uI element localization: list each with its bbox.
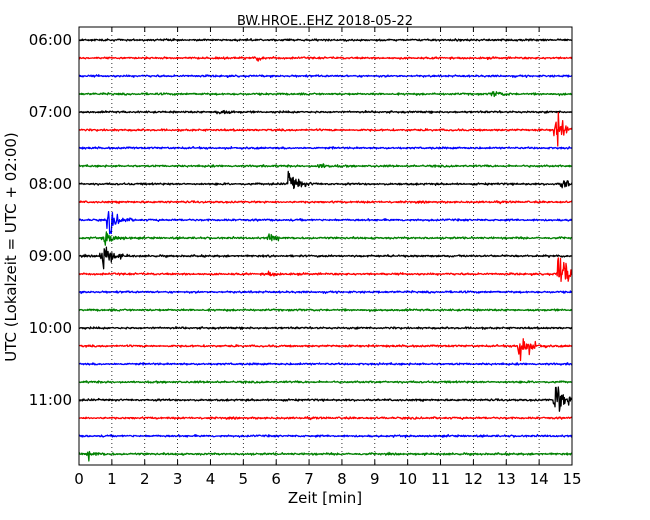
seismogram-trace xyxy=(78,290,573,295)
x-tick-label: 11 xyxy=(431,470,450,488)
seismogram-trace xyxy=(78,37,573,42)
seismogram-trace xyxy=(78,308,573,313)
x-tick-label: 9 xyxy=(370,470,380,488)
x-axis-ticks: 0 1 2 3 4 5 6 7 8 9 10 11 12 13 14 15 xyxy=(74,27,582,488)
seismogram-trace xyxy=(78,386,573,412)
seismogram-trace xyxy=(78,433,573,439)
seismogram-trace xyxy=(78,380,573,384)
x-tick-label: 6 xyxy=(271,470,281,488)
traces-layer xyxy=(78,37,573,462)
seismogram-trace xyxy=(78,91,573,98)
x-tick-label: 8 xyxy=(337,470,347,488)
plot-frame xyxy=(78,26,573,466)
seismogram-trace xyxy=(78,56,573,62)
y-tick-label: 07:00 xyxy=(29,103,72,121)
y-tick-label: 08:00 xyxy=(29,175,72,193)
x-tick-label: 15 xyxy=(562,470,581,488)
y-tick-label: 09:00 xyxy=(29,247,72,265)
seismogram-trace xyxy=(78,146,573,150)
seismogram-trace xyxy=(78,74,573,79)
seismogram-trace xyxy=(78,362,573,366)
seismogram-trace xyxy=(78,199,573,205)
x-tick-label: 2 xyxy=(140,470,150,488)
x-tick-label: 13 xyxy=(497,470,516,488)
x-tick-label: 0 xyxy=(74,470,84,488)
x-tick-label: 14 xyxy=(530,470,549,488)
seismogram-trace xyxy=(78,231,573,246)
y-tick-label: 11:00 xyxy=(29,391,72,409)
seismogram-trace xyxy=(78,109,573,115)
chart-title: BW.HROE..EHZ 2018-05-22 xyxy=(237,14,413,29)
seismogram-trace xyxy=(78,210,573,235)
x-axis-label: Zeit [min] xyxy=(288,489,362,507)
seismogram-trace xyxy=(78,170,573,190)
y-tick-label: 06:00 xyxy=(29,31,72,49)
y-axis-label: UTC (Lokalzeit = UTC + 02:00) xyxy=(2,132,20,362)
x-tick-label: 3 xyxy=(173,470,183,488)
seismogram-trace xyxy=(78,450,573,462)
y-axis-ticks: 06:00 07:00 08:00 09:00 10:00 11:00 xyxy=(29,31,84,409)
y-tick-label: 10:00 xyxy=(29,319,72,337)
x-tick-label: 12 xyxy=(464,470,483,488)
seismogram-trace xyxy=(78,111,573,147)
x-tick-label: 10 xyxy=(398,470,417,488)
x-tick-label: 7 xyxy=(304,470,314,488)
seismogram-trace xyxy=(78,338,573,362)
seismogram-trace xyxy=(78,415,573,421)
seismogram-trace xyxy=(78,246,573,270)
seismogram-trace xyxy=(78,326,573,330)
seismogram-trace xyxy=(78,257,573,283)
x-tick-label: 5 xyxy=(239,470,249,488)
x-tick-label: 4 xyxy=(206,470,216,488)
seismogram-trace xyxy=(78,163,573,169)
x-tick-label: 1 xyxy=(107,470,117,488)
